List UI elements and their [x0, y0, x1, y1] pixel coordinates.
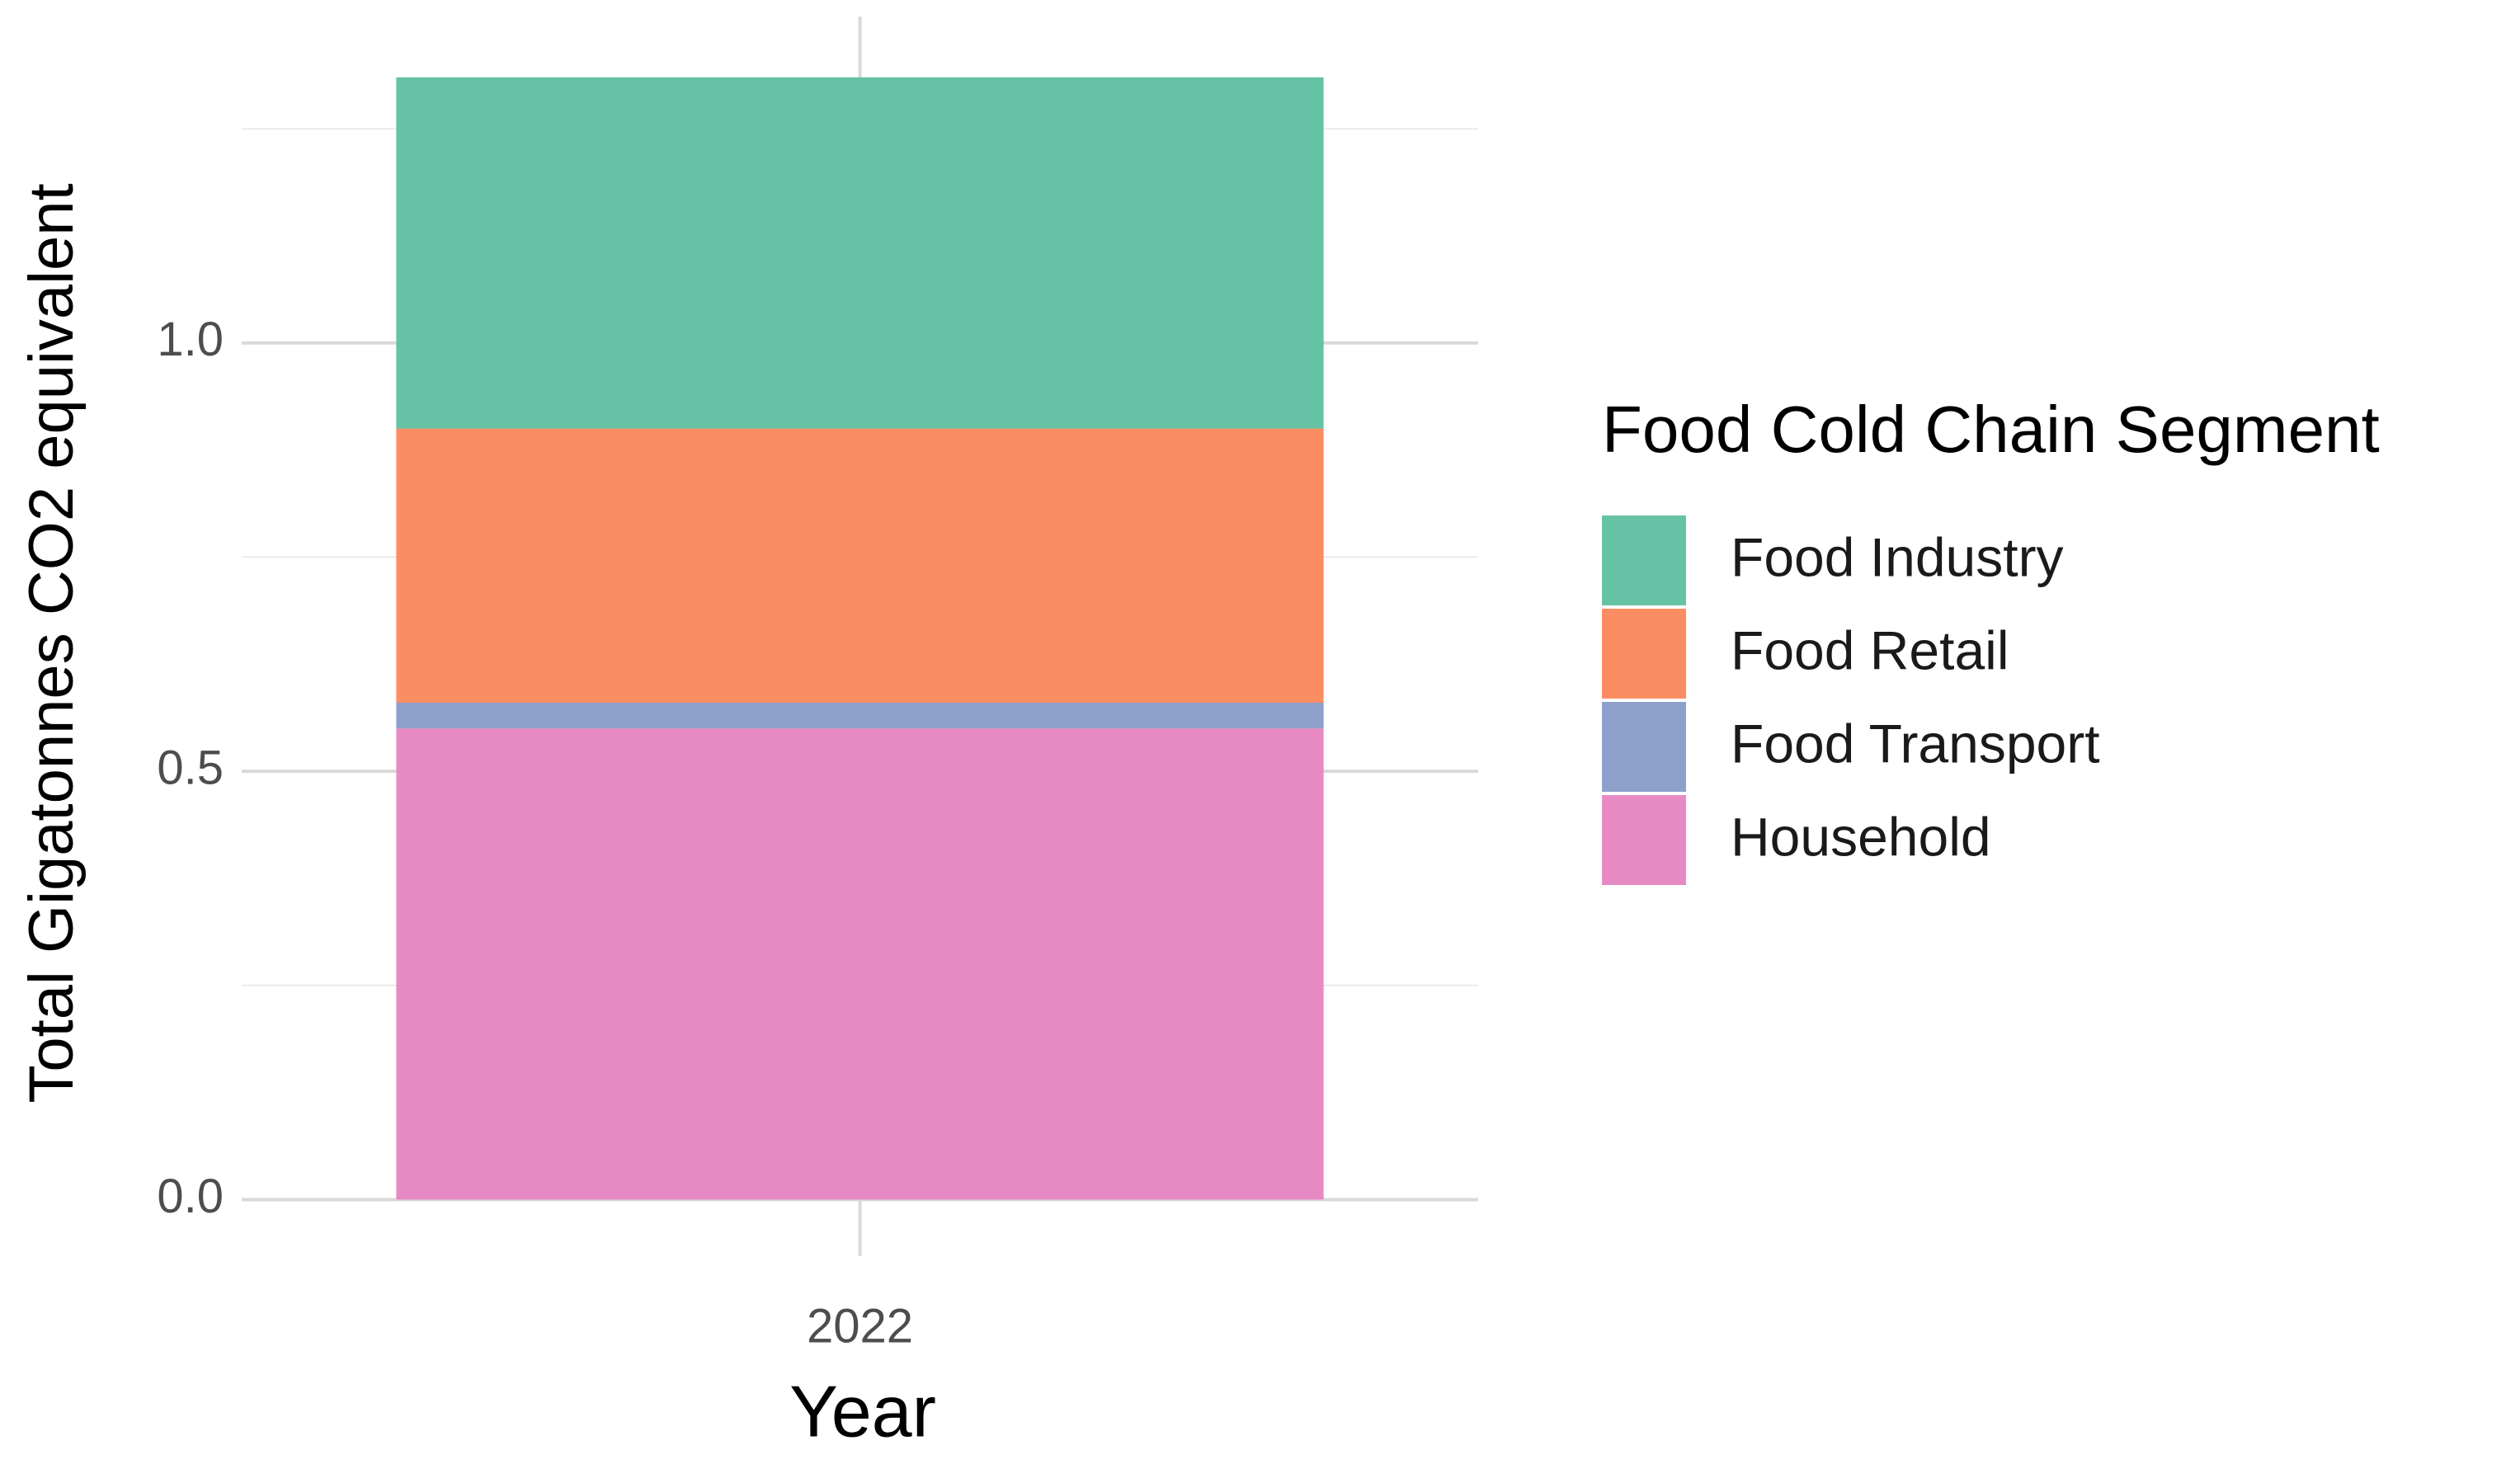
bar-segment: [396, 702, 1324, 729]
legend-key: [1602, 609, 1686, 699]
legend-label: Food Transport: [1731, 713, 2100, 774]
legend-key: [1602, 702, 1686, 792]
x-tick-label: 2022: [807, 1299, 913, 1353]
legend-title: Food Cold Chain Segment: [1602, 393, 2380, 466]
bar-segment: [396, 428, 1324, 703]
y-axis-title: Total Gigatonnes CO2 equivalent: [16, 183, 87, 1103]
legend-label: Household: [1731, 806, 1991, 867]
legend-key: [1602, 515, 1686, 605]
x-axis-title: Year: [789, 1370, 936, 1452]
bar-segment: [396, 728, 1324, 1200]
bar-segment: [396, 77, 1324, 429]
y-tick-label: 0.5: [157, 741, 224, 794]
legend-label: Food Industry: [1731, 526, 2064, 587]
legend-key: [1602, 795, 1686, 885]
y-tick-label: 0.0: [157, 1170, 224, 1223]
y-tick-label: 1.0: [157, 313, 224, 366]
legend-label: Food Retail: [1731, 619, 2009, 680]
